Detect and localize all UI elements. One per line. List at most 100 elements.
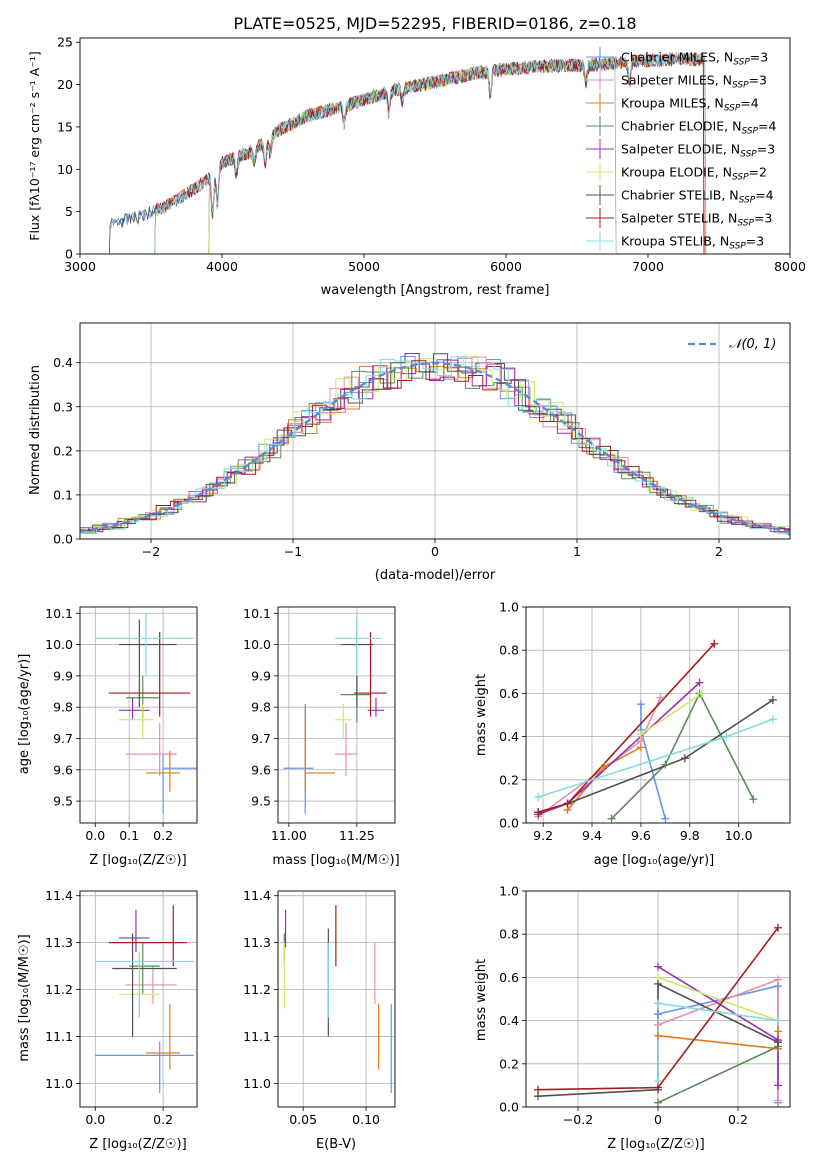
legend-count: =2 (749, 165, 767, 180)
y-tick-label: 0.0 (499, 816, 519, 831)
legend-count: =3 (750, 50, 768, 65)
histogram-step (80, 363, 790, 534)
x-tick-label: 11.00 (271, 828, 307, 843)
x-tick-label: 0.2 (728, 1112, 748, 1127)
legend-label-text: Chabrier STELIB, N (621, 188, 739, 203)
x-tick-label: 1 (573, 544, 581, 559)
x-tick-label: 9.6 (631, 828, 651, 843)
mass-z-y-label: mass [log₁₀(M/M☉)] (17, 934, 32, 1061)
x-tick-label: 0 (654, 1112, 662, 1127)
histogram-y-label: Normed distribution (28, 365, 43, 495)
y-tick-label: 0.4 (499, 1013, 519, 1028)
plot-content (80, 353, 790, 536)
weight-marker (654, 1020, 662, 1029)
x-tick-label: 0.2 (153, 828, 173, 843)
y-tick-label: 11.3 (243, 935, 271, 950)
weight-marker (534, 1085, 542, 1094)
x-tick-label: 3000 (64, 259, 96, 274)
legend-label: Kroupa ELODIE, NSSP=2 (621, 165, 767, 183)
age-vs-metallicity-plot: 0.0 0.1 0.2 9.5 9.6 9.7 9.8 9.9 10.0 10.1 (45, 606, 198, 843)
spectrum-x-label: wavelength [Angstrom, rest frame] (321, 283, 550, 298)
weight-marker (654, 962, 662, 971)
age-vs-mass-plot: 11.00 11.25 9.5 9.6 9.7 9.8 9.9 10.0 10.1 (243, 606, 396, 843)
weight-series-line (611, 691, 755, 820)
mass-vs-extinction-panel: 0.05 0.10 11.0 11.1 11.2 11.3 11.4 E(B-V) (243, 888, 396, 1152)
spectrum-line (153, 52, 707, 254)
weight-marker (534, 808, 543, 817)
weight-marker (710, 639, 719, 648)
y-tick-label: 0.6 (499, 686, 519, 701)
y-tick-label: 0 (65, 247, 73, 262)
legend-subscript: SSP (729, 242, 746, 252)
y-tick-label: 0.4 (499, 729, 519, 744)
axes-frame (525, 606, 791, 824)
x-tick-label: −0.2 (563, 1112, 593, 1127)
histogram-x-label: (data-model)/error (375, 568, 496, 583)
legend-label-text: Salpeter MILES, N (621, 73, 732, 88)
y-tick-label: 9.6 (251, 762, 271, 777)
y-tick-label: 1.0 (499, 884, 519, 899)
axes-frame (79, 606, 198, 824)
y-tick-label: 1.0 (499, 600, 519, 615)
x-tick-label: 11.25 (339, 828, 375, 843)
spectrum-title: PLATE=0525, MJD=52295, FIBERID=0186, z=0… (233, 14, 636, 33)
y-tick-label: 0.4 (53, 355, 73, 370)
x-tick-label: 8000 (774, 259, 806, 274)
legend-subscript: SSP (732, 173, 749, 183)
age-mass-x-label: mass [log₁₀(M/M☉)] (272, 853, 399, 868)
y-tick-label: 0.8 (499, 927, 519, 942)
weight-marker (654, 1077, 662, 1086)
legend-count: =4 (758, 119, 776, 134)
legend-label: Chabrier MILES, NSSP=3 (621, 50, 768, 68)
legend-label-text: Kroupa MILES, N (621, 96, 724, 111)
axes-frame (277, 890, 396, 1108)
weight-marker (680, 754, 689, 763)
weight-marker (600, 762, 609, 771)
x-tick-label: 0.10 (352, 1112, 380, 1127)
y-tick-label: 9.6 (53, 762, 73, 777)
y-tick-label: 9.8 (251, 700, 271, 715)
weight-marker (774, 1016, 782, 1025)
weight-series-line (657, 1045, 779, 1104)
y-tick-label: 10 (57, 162, 73, 177)
weight-series-line (537, 699, 774, 813)
x-tick-label: 2 (715, 544, 723, 559)
legend-label-text: Salpeter STELIB, N (621, 211, 737, 226)
y-tick-label: 11.0 (243, 1076, 271, 1091)
x-tick-label: 0.1 (119, 828, 139, 843)
mass-vs-extinction-plot: 0.05 0.10 11.0 11.1 11.2 11.3 11.4 (243, 888, 396, 1127)
x-tick-label: 10.0 (725, 828, 753, 843)
y-tick-label: 0.8 (499, 643, 519, 658)
weight-series-line (537, 697, 662, 818)
y-tick-label: 9.7 (53, 731, 73, 746)
gaussian-curve (80, 361, 790, 533)
weight-marker (749, 795, 758, 804)
x-tick-label: 5000 (348, 259, 380, 274)
x-tick-label: 0.05 (289, 1112, 317, 1127)
legend-subscript: SSP (741, 127, 758, 137)
x-tick-label: 4000 (206, 259, 238, 274)
weight-marker (636, 730, 645, 739)
weight-marker (607, 814, 616, 823)
legend-label-text: Salpeter ELODIE, N (621, 142, 740, 157)
spectrum-panel: PLATE=0525, MJD=52295, FIBERID=0186, z=0… (27, 14, 806, 298)
y-tick-label: 0.2 (499, 772, 519, 787)
y-tick-label: 10.1 (45, 606, 73, 621)
x-tick-label: 0.0 (85, 1112, 105, 1127)
weight-age-x-label: age [log₁₀(age/yr)] (594, 853, 715, 868)
weight-age-y-label: mass weight (474, 674, 489, 756)
weight-marker (654, 979, 662, 988)
weight-marker (654, 1031, 662, 1040)
weight-marker (654, 1010, 662, 1019)
age-vs-mass-panel: 11.00 11.25 9.5 9.6 9.7 9.8 9.9 10.0 10.1 mass [… (243, 606, 400, 868)
y-tick-label: 0.2 (499, 1056, 519, 1071)
legend-count: =3 (757, 142, 775, 157)
y-tick-label: 5 (65, 204, 73, 219)
weight-marker (698, 689, 706, 698)
weight-marker (695, 678, 704, 687)
x-tick-label: 0.2 (153, 1112, 173, 1127)
plot-content (283, 905, 392, 1093)
legend-label-text: Kroupa STELIB, N (621, 234, 729, 249)
weight-marker (654, 999, 662, 1008)
legend-subscript: SSP (733, 58, 750, 68)
